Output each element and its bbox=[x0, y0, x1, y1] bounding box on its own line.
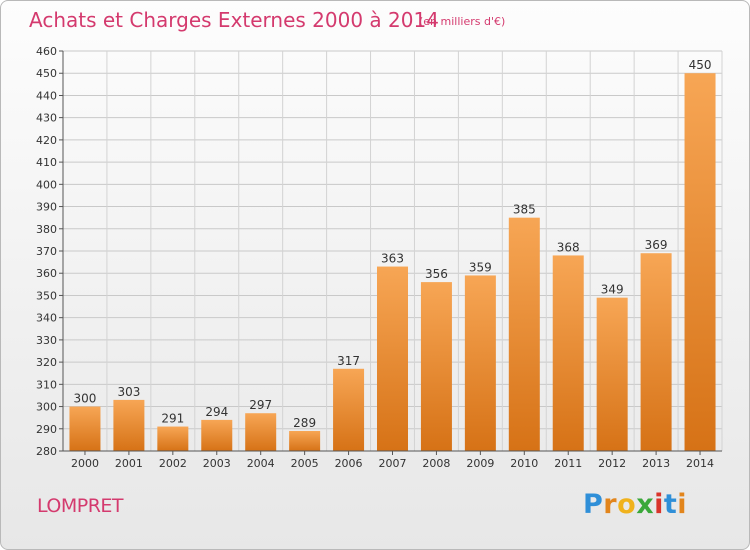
data-label: 317 bbox=[337, 354, 360, 368]
bar bbox=[289, 431, 321, 451]
data-label: 385 bbox=[513, 203, 536, 217]
y-tick-label: 380 bbox=[36, 223, 57, 236]
y-tick-label: 350 bbox=[36, 289, 57, 302]
data-label: 450 bbox=[689, 58, 712, 72]
brand-letter: o bbox=[617, 489, 637, 520]
data-label: 289 bbox=[293, 416, 316, 430]
x-tick-label: 2014 bbox=[686, 457, 714, 470]
bar bbox=[552, 255, 584, 451]
brand-letter: i bbox=[677, 489, 688, 520]
x-tick-label: 2008 bbox=[422, 457, 450, 470]
y-tick-label: 330 bbox=[36, 334, 57, 347]
y-tick-label: 450 bbox=[36, 67, 57, 80]
y-tick-label: 310 bbox=[36, 378, 57, 391]
y-tick-label: 400 bbox=[36, 178, 57, 191]
data-label: 368 bbox=[557, 240, 580, 254]
data-label: 300 bbox=[74, 392, 97, 406]
bar bbox=[245, 413, 277, 451]
x-tick-label: 2001 bbox=[115, 457, 143, 470]
bar bbox=[113, 399, 145, 451]
x-tick-label: 2003 bbox=[203, 457, 231, 470]
axes: 280 290 300 310 320 330 340 350 360 370 380 390 400 4… bbox=[36, 45, 722, 470]
bar bbox=[684, 73, 716, 451]
city-name: LOMPRET bbox=[37, 495, 124, 517]
x-tick-label: 2006 bbox=[335, 457, 363, 470]
y-tick-label: 420 bbox=[36, 134, 57, 147]
bar bbox=[377, 266, 408, 451]
y-tick-label: 390 bbox=[36, 201, 57, 214]
bars: 300 303 291 294 297 289 317 363 356 359 385 368 349 3… bbox=[69, 58, 716, 451]
y-tick-label: 410 bbox=[36, 156, 57, 169]
y-tick-label: 370 bbox=[36, 245, 57, 258]
bar bbox=[508, 217, 540, 451]
y-tick-label: 340 bbox=[36, 312, 57, 325]
data-label: 349 bbox=[601, 283, 624, 297]
brand-letter: r bbox=[603, 489, 618, 520]
brand-letter: P bbox=[583, 489, 604, 520]
x-tick-label: 2013 bbox=[642, 457, 670, 470]
data-label: 294 bbox=[205, 405, 228, 419]
bar bbox=[464, 275, 496, 451]
y-tick-label: 290 bbox=[36, 423, 57, 436]
data-label: 291 bbox=[161, 412, 184, 426]
x-tick-label: 2005 bbox=[291, 457, 319, 470]
bar bbox=[333, 368, 365, 451]
y-tick-label: 320 bbox=[36, 356, 57, 369]
x-tick-label: 2002 bbox=[159, 457, 187, 470]
y-tick-label: 430 bbox=[36, 112, 57, 125]
y-tick-label: 280 bbox=[36, 445, 57, 458]
data-label: 356 bbox=[425, 267, 448, 281]
data-label: 297 bbox=[249, 398, 272, 412]
brand-letter: i bbox=[654, 489, 664, 520]
bar bbox=[420, 282, 452, 451]
brand-letter: t bbox=[663, 489, 678, 520]
x-tick-label: 2000 bbox=[71, 457, 99, 470]
y-tick-label: 300 bbox=[36, 401, 57, 414]
data-label: 369 bbox=[645, 238, 668, 252]
y-tick-label: 460 bbox=[36, 45, 57, 58]
x-tick-label: 2004 bbox=[247, 457, 275, 470]
brand-letter: x bbox=[636, 489, 655, 520]
bar bbox=[596, 297, 628, 451]
data-label: 303 bbox=[117, 385, 140, 399]
bar bbox=[640, 253, 672, 451]
x-tick-label: 2009 bbox=[466, 457, 494, 470]
y-tick-label: 360 bbox=[36, 267, 57, 280]
proxiti-logo: Proxiti bbox=[583, 489, 687, 520]
y-tick-label: 440 bbox=[36, 89, 57, 102]
bar bbox=[157, 426, 189, 451]
x-tick-label: 2007 bbox=[379, 457, 407, 470]
chart-title: Achats et Charges Externes 2000 à 2014 bbox=[29, 8, 439, 32]
x-tick-label: 2010 bbox=[510, 457, 538, 470]
chart-unit: (en milliers d'€) bbox=[419, 15, 506, 28]
data-label: 359 bbox=[469, 260, 492, 274]
x-tick-label: 2012 bbox=[598, 457, 626, 470]
data-label: 363 bbox=[381, 252, 404, 266]
x-tick-label: 2011 bbox=[554, 457, 582, 470]
bar bbox=[69, 406, 101, 451]
bar bbox=[201, 419, 233, 451]
